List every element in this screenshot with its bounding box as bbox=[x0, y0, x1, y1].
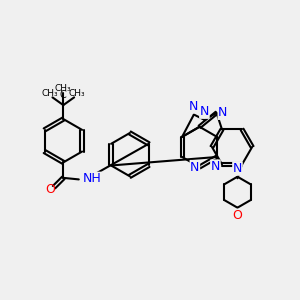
Text: N: N bbox=[211, 160, 220, 173]
Text: NH: NH bbox=[82, 172, 101, 185]
Text: O: O bbox=[232, 209, 242, 222]
Text: N: N bbox=[218, 106, 227, 119]
Text: CH₃: CH₃ bbox=[68, 89, 85, 98]
Text: CH₃: CH₃ bbox=[42, 89, 58, 98]
Text: N: N bbox=[189, 100, 199, 113]
Text: CH₃: CH₃ bbox=[55, 84, 72, 93]
Text: N: N bbox=[233, 162, 242, 175]
Text: N: N bbox=[190, 160, 200, 173]
Text: O: O bbox=[45, 183, 55, 196]
Text: N: N bbox=[200, 105, 209, 118]
Text: C: C bbox=[60, 91, 67, 100]
